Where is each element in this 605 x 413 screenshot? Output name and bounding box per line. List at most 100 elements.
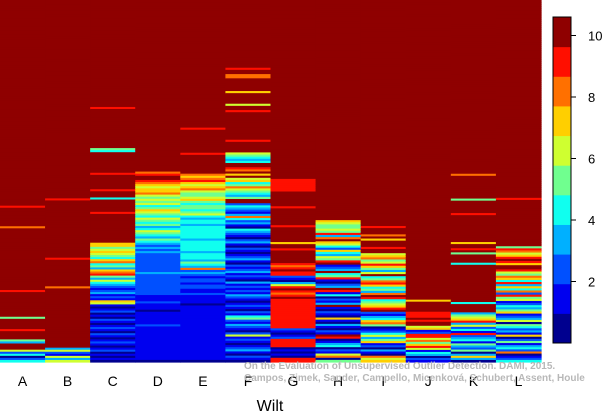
heat-cell-I-146 (360, 305, 407, 309)
heat-cell-E-20 (180, 41, 227, 45)
heat-cell-F-19 (225, 40, 272, 43)
heat-cell-J-85 (405, 170, 452, 174)
heat-cell-D-65 (135, 136, 181, 139)
heat-cell-J-127 (405, 255, 452, 259)
heat-cell-F-102 (225, 215, 272, 219)
heat-cell-C-111 (90, 228, 136, 231)
heat-cell-H-153 (315, 323, 362, 327)
heat-cell-H-70 (315, 148, 362, 151)
heat-cell-J-105 (405, 211, 452, 214)
heat-cell-L-5 (495, 10, 542, 14)
heat-cell-F-79 (225, 167, 272, 170)
heat-cell-D-73 (135, 152, 181, 156)
heat-cell-D-132 (135, 276, 181, 279)
heat-cell-A-135 (0, 277, 46, 281)
heat-cell-L-154 (495, 324, 542, 327)
x-axis-label: Wilt (257, 398, 284, 413)
heat-cell-J-118 (405, 237, 452, 240)
heat-cell-L-141 (495, 296, 542, 300)
heat-cell-L-119 (495, 250, 542, 254)
heat-cell-D-146 (135, 305, 181, 309)
heat-cell-L-156 (495, 328, 542, 332)
heat-cell-D-51 (135, 106, 181, 110)
heat-cell-D-31 (135, 64, 181, 68)
heat-cell-G-83 (270, 174, 317, 178)
heat-cell-L-159 (495, 334, 542, 338)
heat-cell-L-108 (495, 227, 542, 230)
heat-cell-A-130 (0, 267, 46, 271)
heat-cell-J-121 (405, 243, 452, 246)
heat-cell-F-77 (225, 163, 272, 166)
heat-cell-A-166 (0, 341, 46, 345)
heat-cell-B-172 (45, 351, 91, 355)
heat-cell-B-123 (45, 251, 91, 255)
heat-cell-K-114 (450, 235, 497, 239)
heat-cell-C-175 (90, 359, 136, 363)
heat-cell-A-10 (0, 20, 46, 24)
heat-cell-F-47 (225, 99, 272, 103)
heat-cell-F-151 (225, 319, 272, 323)
heat-cell-I-99 (360, 207, 407, 210)
heat-cell-D-18 (135, 37, 181, 41)
heat-cell-F-92 (225, 194, 272, 198)
heat-cell-E-84 (180, 175, 227, 179)
heat-cell-L-140 (495, 294, 542, 298)
heat-cell-C-164 (90, 337, 136, 340)
heat-cell-F-160 (225, 338, 272, 342)
heat-cell-G-152 (270, 319, 317, 323)
heat-cell-J-94 (405, 189, 452, 192)
heat-cell-J-89 (405, 178, 452, 182)
heat-cell-D-29 (135, 60, 181, 64)
heat-cell-H-119 (315, 251, 362, 255)
heat-cell-H-42 (315, 88, 362, 92)
heat-cell-K-25 (450, 51, 497, 55)
heat-cell-B-38 (45, 77, 91, 81)
heat-cell-J-25 (405, 50, 452, 53)
heat-cell-I-115 (360, 240, 407, 244)
heat-cell-K-140 (450, 289, 497, 293)
heat-cell-H-38 (315, 80, 362, 84)
heat-cell-L-157 (495, 330, 542, 334)
heat-cell-F-165 (225, 349, 272, 353)
heat-cell-D-13 (135, 27, 181, 30)
heat-cell-L-116 (495, 244, 542, 247)
heat-cell-B-71 (45, 145, 91, 148)
heat-cell-F-154 (225, 326, 272, 329)
heat-cell-I-13 (360, 27, 407, 30)
heat-cell-K-35 (450, 72, 497, 76)
heat-cell-D-40 (135, 83, 181, 87)
heat-cell-B-21 (45, 42, 91, 46)
heat-cell-B-176 (45, 359, 91, 363)
heat-cell-B-92 (45, 188, 91, 191)
heat-cell-C-156 (90, 320, 136, 324)
heat-cell-A-100 (0, 205, 46, 209)
heat-cell-K-98 (450, 202, 497, 206)
heat-cell-I-152 (360, 318, 407, 321)
heat-cell-L-111 (495, 233, 542, 237)
heat-cell-I-105 (360, 219, 407, 223)
heat-cell-F-0 (225, 0, 272, 3)
heat-cell-D-110 (135, 230, 181, 233)
heat-cell-B-96 (45, 196, 91, 199)
heat-cell-G-169 (270, 355, 317, 359)
heat-cell-C-140 (90, 287, 136, 291)
heat-cell-B-98 (45, 200, 91, 204)
heat-cell-D-64 (135, 133, 181, 137)
heat-cell-E-77 (180, 161, 227, 164)
heat-cell-J-45 (405, 90, 452, 94)
heat-cell-C-48 (90, 98, 136, 102)
heat-cell-G-4 (270, 8, 317, 12)
heat-cell-B-67 (45, 137, 91, 140)
heat-cell-E-130 (180, 272, 227, 275)
colorbar-tick-label-8: 8 (588, 90, 595, 105)
heat-cell-H-123 (315, 260, 362, 264)
heat-cell-B-13 (45, 26, 91, 30)
heat-cell-A-91 (0, 187, 46, 190)
heat-cell-G-47 (270, 98, 317, 102)
heat-cell-D-144 (135, 301, 181, 305)
heat-cell-C-113 (90, 232, 136, 236)
heat-cell-E-63 (180, 131, 227, 135)
heat-cell-I-112 (360, 234, 407, 238)
heat-cell-G-32 (270, 67, 317, 71)
